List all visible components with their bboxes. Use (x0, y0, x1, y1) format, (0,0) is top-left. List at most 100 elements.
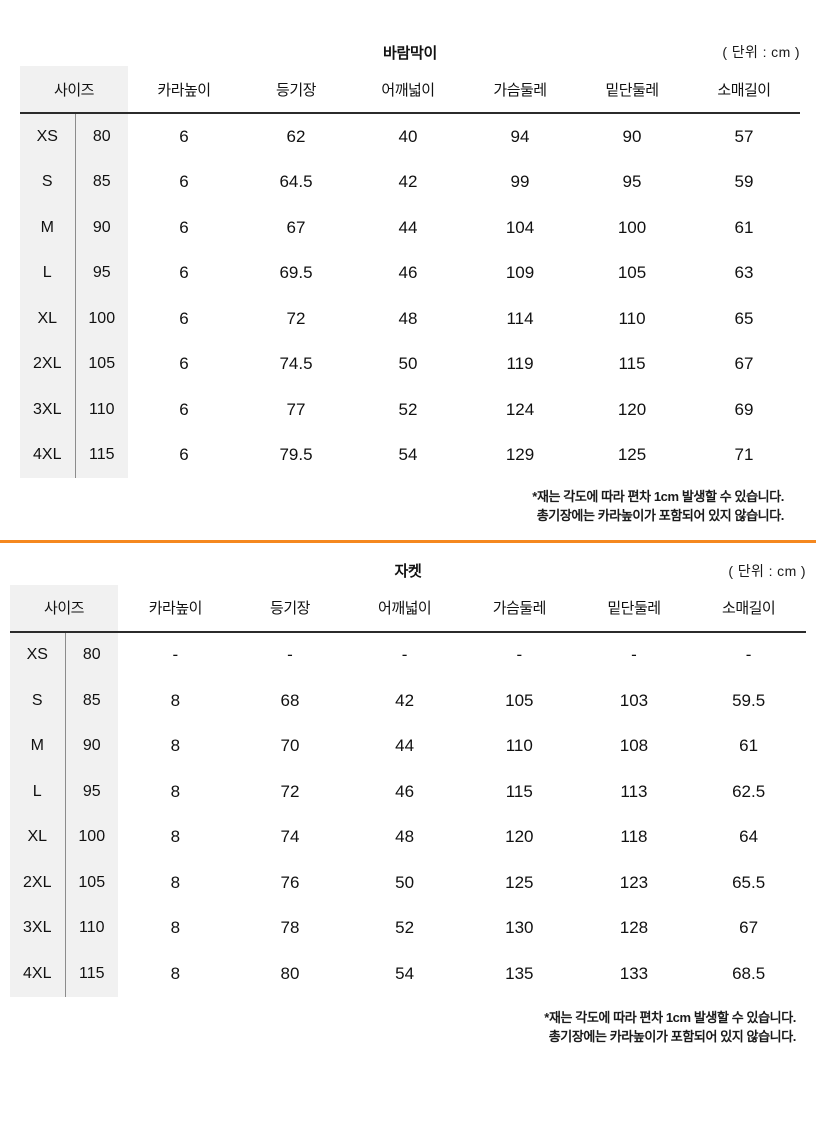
column-header-sleeve-length: 소매길이 (722, 600, 776, 618)
cell-size-label: 3XL (10, 905, 65, 952)
footnote: *재는 각도에 따라 편차 1cm 발생할 수 있습니다. 총기장에는 카라높이… (20, 488, 800, 526)
table-row: M 90 8 70 44 110 108 61 (10, 723, 806, 770)
size-table: 사이즈 카라높이 등기장 어깨넓이 가슴둘레 밑단둘레 소매길이 XS 80 6… (20, 66, 800, 478)
cell-size-label: 3XL (20, 387, 75, 433)
cell-size-label: XS (10, 631, 65, 679)
cell-shoulder-width: 48 (395, 827, 415, 847)
cell-chest-circumference: 129 (505, 445, 535, 465)
cell-sleeve-length: 71 (734, 445, 754, 465)
size-chart-jacket: 자켓 ( 단위 : cm ) 사이즈 카라높이 등기장 어깨넓이 가슴둘레 밑단… (0, 557, 816, 1047)
table-row: S 85 6 64.5 42 99 95 59 (20, 159, 800, 205)
cell-back-length: 76 (280, 872, 300, 892)
column-header-collar-height: 카라높이 (157, 81, 211, 99)
cell-size-number: 115 (64, 951, 118, 997)
cell-chest-circumference: 94 (510, 126, 530, 146)
cell-back-length: 74 (280, 827, 300, 847)
cell-hem-circumference: 90 (622, 126, 642, 146)
cell-back-length: 80 (280, 963, 300, 983)
size-table: 사이즈 카라높이 등기장 어깨넓이 가슴둘레 밑단둘레 소매길이 XS 80 -… (10, 584, 806, 997)
column-header-chest-circumference: 가슴둘레 (493, 81, 547, 99)
cell-shoulder-width: 52 (398, 399, 418, 419)
cell-chest-circumference: 125 (505, 872, 534, 892)
cell-chest-circumference: 135 (505, 963, 534, 983)
table-title: 자켓 (394, 563, 422, 581)
cell-chest-circumference: 119 (506, 354, 534, 374)
cell-sleeve-length: 67 (734, 354, 754, 374)
cell-shoulder-width: 46 (395, 781, 415, 801)
table-header: 사이즈 카라높이 등기장 어깨넓이 가슴둘레 밑단둘레 소매길이 (20, 66, 800, 113)
table-row: 4XL 115 6 79.5 54 129 125 71 (20, 432, 800, 478)
table-title-row: 바람막이 ( 단위 : cm ) (20, 38, 800, 66)
cell-shoulder-width: 54 (395, 963, 415, 983)
cell-collar-height: - (172, 645, 179, 665)
cell-sleeve-length: 63 (734, 263, 754, 283)
cell-size-label: S (20, 159, 75, 205)
table-row: 3XL 110 8 78 52 130 128 67 (10, 905, 806, 952)
cell-collar-height: 8 (170, 781, 181, 801)
section-divider (0, 539, 816, 543)
cell-shoulder-width: 50 (395, 872, 415, 892)
cell-collar-height: 8 (170, 827, 181, 847)
cell-hem-circumference: 123 (619, 872, 649, 892)
cell-back-length: 70 (280, 736, 300, 756)
footnote-line-1: *재는 각도에 따라 편차 1cm 발생할 수 있습니다. (532, 489, 784, 504)
cell-shoulder-width: 54 (398, 445, 418, 465)
cell-sleeve-length: 69 (734, 399, 754, 419)
cell-sleeve-length: 62.5 (732, 781, 766, 801)
cell-sleeve-length: 61 (734, 217, 754, 237)
cell-chest-circumference: 120 (505, 827, 534, 847)
cell-sleeve-length: 59.5 (732, 690, 766, 710)
cell-shoulder-width: 50 (398, 354, 418, 374)
cell-chest-circumference: 105 (505, 690, 534, 710)
cell-chest-circumference: 99 (510, 172, 530, 192)
column-header-back-length: 등기장 (270, 600, 310, 618)
cell-size-label: 4XL (10, 951, 65, 997)
cell-size-label: M (10, 723, 65, 770)
column-header-shoulder-width: 어깨넓이 (381, 81, 435, 99)
cell-size-label: XL (20, 296, 75, 342)
header-row: 사이즈 카라높이 등기장 어깨넓이 가슴둘레 밑단둘레 소매길이 (10, 584, 806, 632)
cell-chest-circumference: - (516, 645, 523, 665)
footnote-line-1: *재는 각도에 따라 편차 1cm 발생할 수 있습니다. (544, 1009, 796, 1025)
cell-size-label: L (20, 250, 75, 296)
table-body: XS 80 - - - - - - S 85 8 68 42 105 103 5… (10, 631, 806, 997)
cell-size-number: 110 (74, 387, 128, 433)
column-header-collar-height: 카라높이 (148, 600, 203, 618)
cell-size-label: XL (10, 814, 65, 861)
cell-collar-height: 6 (179, 308, 189, 328)
cell-size-number: 100 (74, 296, 128, 342)
table-title-row: 자켓 ( 단위 : cm ) (10, 557, 806, 585)
table-row: XL 100 6 72 48 114 110 65 (20, 296, 800, 342)
cell-chest-circumference: 124 (505, 399, 535, 419)
cell-shoulder-width: - (401, 645, 408, 665)
cell-back-length: 67 (286, 217, 306, 237)
cell-back-length: 72 (286, 308, 306, 328)
cell-collar-height: 6 (179, 354, 189, 374)
cell-sleeve-length: 61 (739, 736, 759, 756)
cell-hem-circumference: 118 (620, 827, 648, 847)
table-row: S 85 8 68 42 105 103 59.5 (10, 678, 806, 724)
cell-back-length: 79.5 (279, 445, 313, 465)
cell-shoulder-width: 42 (395, 690, 415, 710)
table-body: XS 80 6 62 40 94 90 57 S 85 6 64.5 42 99… (20, 113, 800, 478)
cell-collar-height: 8 (170, 736, 181, 756)
cell-sleeve-length: 57 (734, 126, 754, 146)
table-row: L 95 6 69.5 46 109 105 63 (20, 250, 800, 296)
cell-size-label: 4XL (20, 432, 75, 478)
cell-sleeve-length: - (745, 645, 752, 665)
table-header: 사이즈 카라높이 등기장 어깨넓이 가슴둘레 밑단둘레 소매길이 (10, 584, 806, 632)
cell-collar-height: 8 (170, 872, 181, 892)
table-row: XL 100 8 74 48 120 118 64 (10, 814, 806, 861)
cell-size-label: M (20, 205, 75, 251)
cell-back-length: 72 (280, 781, 300, 801)
cell-collar-height: 8 (170, 963, 181, 983)
cell-hem-circumference: 133 (619, 963, 649, 983)
cell-size-label: S (10, 678, 65, 724)
cell-size-label: L (10, 769, 65, 815)
cell-shoulder-width: 52 (395, 918, 415, 938)
cell-size-number: 105 (64, 860, 118, 906)
table-row: M 90 6 67 44 104 100 61 (20, 205, 800, 251)
cell-back-length: 64.5 (279, 172, 313, 192)
cell-size-number: 85 (64, 678, 118, 724)
cell-size-label: 2XL (10, 860, 65, 906)
